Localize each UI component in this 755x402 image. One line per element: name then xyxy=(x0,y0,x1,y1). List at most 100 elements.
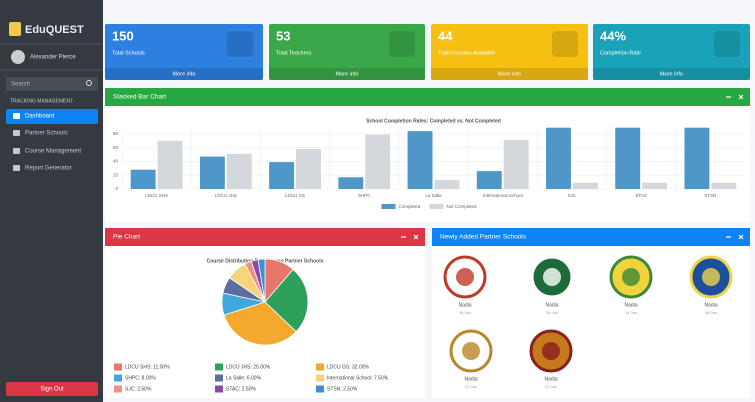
sidebar xyxy=(0,0,103,402)
more-info-link[interactable]: More info xyxy=(336,71,359,77)
school-name[interactable]: Nadia xyxy=(458,302,471,308)
school-name[interactable]: Nadia xyxy=(544,376,557,382)
bar xyxy=(226,153,252,189)
school-logo-emblem xyxy=(543,268,561,286)
bar xyxy=(157,140,183,189)
nav-icon xyxy=(13,113,20,119)
x-tick-label: LDCU JHS xyxy=(215,193,237,198)
legend-swatch xyxy=(316,385,324,393)
school-date: 14 Jan xyxy=(625,310,637,315)
search-box[interactable] xyxy=(6,77,98,91)
sign-out-button[interactable] xyxy=(6,382,98,396)
close-button[interactable] xyxy=(413,234,419,240)
close-button[interactable] xyxy=(738,234,744,240)
legend-label: STSN: 2.50% xyxy=(327,386,358,392)
legend-label: STAC: 2.50% xyxy=(226,386,256,392)
nav-item[interactable]: Report Generator xyxy=(25,166,72,172)
legend-swatch xyxy=(215,374,223,382)
panel-header xyxy=(105,88,750,106)
nav-item[interactable]: Dashboard xyxy=(25,114,54,120)
legend-swatch xyxy=(114,363,122,371)
x-tick-label: LDCU GS xyxy=(285,193,305,198)
stat-footer[interactable] xyxy=(269,68,425,80)
stat-label: Completion Rate xyxy=(600,50,641,56)
y-tick-label: 40 xyxy=(113,159,119,164)
stat-footer[interactable] xyxy=(105,68,263,80)
legend-swatch xyxy=(381,204,396,209)
search-icon xyxy=(86,80,92,86)
school-logo-emblem xyxy=(702,268,720,286)
legend-swatch xyxy=(114,374,122,382)
stat-box xyxy=(593,24,750,80)
panel-header xyxy=(432,228,750,246)
nav-item[interactable]: Course Management xyxy=(25,149,81,155)
bar xyxy=(503,140,529,189)
bar xyxy=(434,180,460,189)
y-tick-label: 0 xyxy=(115,186,118,191)
x-tick-label: STSN xyxy=(704,193,716,198)
school-logo-emblem xyxy=(462,342,480,360)
bar xyxy=(476,171,502,189)
stat-box xyxy=(105,24,263,80)
stat-value: 44 xyxy=(438,28,453,43)
bar xyxy=(199,156,225,189)
school-name[interactable]: Nadia xyxy=(624,302,637,308)
y-tick-label: 20 xyxy=(113,172,119,177)
panel-title: Stacked Bar Chart xyxy=(113,94,166,101)
stat-label: Total Courses Available xyxy=(438,50,495,56)
stat-footer[interactable] xyxy=(593,68,750,80)
legend-swatch xyxy=(316,363,324,371)
legend-label: SJC: 2.50% xyxy=(125,386,152,392)
nav-icon xyxy=(13,130,20,136)
bar xyxy=(546,127,571,189)
chart-title: School Completion Rates: Completed vs. N… xyxy=(366,118,501,124)
nav-item[interactable]: Partner Schools xyxy=(25,131,68,137)
legend-label: International School: 7.50% xyxy=(327,375,389,381)
stat-value: 53 xyxy=(276,28,290,43)
nav-active xyxy=(6,109,98,124)
bar xyxy=(338,177,364,189)
x-tick-label: STAC xyxy=(635,193,647,198)
search-placeholder: Search xyxy=(11,82,30,88)
bar xyxy=(365,134,391,189)
pie-slice xyxy=(264,268,309,333)
bar xyxy=(296,149,321,189)
y-tick-label: 80 xyxy=(113,131,119,136)
school-name[interactable]: Nadia xyxy=(464,376,477,382)
school-date: 16 Jan xyxy=(459,310,471,315)
user-name[interactable]: Alexander Pierce xyxy=(30,55,76,61)
stat-icon xyxy=(389,31,415,57)
stat-footer[interactable] xyxy=(431,68,588,80)
bar xyxy=(711,182,737,189)
more-info-link[interactable]: More info xyxy=(660,71,683,77)
legend-swatch xyxy=(316,374,324,382)
pie-slice xyxy=(257,258,266,303)
legend-swatch xyxy=(215,363,223,371)
legend-label: LDCU GS: 32.00% xyxy=(327,364,370,370)
school-name[interactable]: Nadia xyxy=(704,302,717,308)
school-name[interactable]: Nadia xyxy=(545,302,558,308)
school-date: 16 Jan xyxy=(546,310,558,315)
more-info-link[interactable]: More info xyxy=(173,71,196,77)
logo-icon xyxy=(9,22,21,36)
bar xyxy=(407,131,433,189)
panel-title: Newly Added Partner Schools xyxy=(440,234,527,241)
avatar xyxy=(11,50,25,64)
stat-label: Total Schools xyxy=(112,50,145,56)
legend-swatch xyxy=(215,385,223,393)
legend-label: LDCU JHS: 25.00% xyxy=(226,364,271,370)
bar xyxy=(130,169,156,189)
sign-out-label[interactable]: Sign Out xyxy=(40,387,64,393)
legend-label: Not Completed xyxy=(447,204,478,209)
stat-icon xyxy=(714,31,740,57)
panel-header xyxy=(105,228,425,246)
pie-slice xyxy=(223,301,297,346)
bar xyxy=(684,127,710,189)
more-info-link[interactable]: More info xyxy=(498,71,521,77)
close-button[interactable] xyxy=(738,94,744,100)
school-date: 17 Jan xyxy=(465,384,477,389)
nav-icon xyxy=(13,148,20,154)
stat-value: 150 xyxy=(112,28,134,43)
